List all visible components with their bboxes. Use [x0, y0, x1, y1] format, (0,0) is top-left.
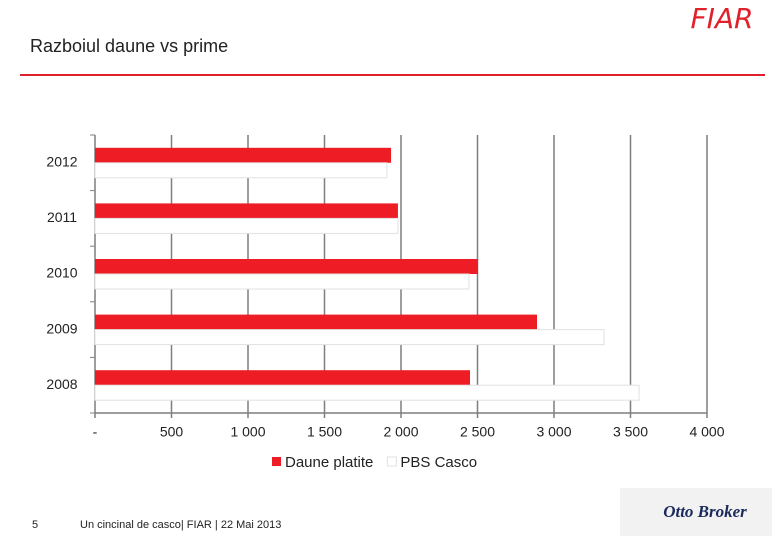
- legend-swatch: [272, 457, 281, 466]
- x-tick-label: -: [93, 424, 98, 440]
- bar: [94, 162, 388, 179]
- bar: [94, 329, 605, 346]
- bar: [95, 370, 471, 386]
- x-tick-label: 3 000: [536, 424, 571, 440]
- bar: [95, 147, 392, 163]
- footer: Un cincinal de casco| FIAR | 22 Mai 2013: [80, 519, 281, 531]
- x-tick-label: 3 500: [613, 424, 648, 440]
- x-tick-label: 1 500: [307, 424, 342, 440]
- logo: FIAR: [691, 2, 754, 35]
- partner-logo: Otto Broker: [663, 502, 747, 521]
- bar: [94, 273, 470, 290]
- bar: [95, 314, 538, 330]
- partner-logo-box: [620, 488, 772, 536]
- y-tick-label: 2011: [47, 209, 77, 225]
- x-tick-label: 2 500: [460, 424, 495, 440]
- legend-label: Daune platite: [285, 454, 373, 471]
- y-tick-label: 2010: [46, 265, 77, 281]
- legend-swatch: [386, 456, 397, 467]
- page-number: 5: [32, 519, 38, 531]
- y-tick-label: 2012: [46, 154, 77, 170]
- x-tick-label: 500: [160, 424, 184, 440]
- y-tick-label: 2008: [46, 376, 77, 392]
- y-tick-label: 2009: [46, 320, 77, 336]
- bar: [94, 384, 640, 401]
- bar: [94, 217, 399, 234]
- x-tick-label: 1 000: [230, 424, 265, 440]
- x-tick-label: 2 000: [383, 424, 418, 440]
- bar: [95, 259, 478, 274]
- x-tick-label: 4 000: [689, 424, 724, 440]
- bar: [95, 203, 398, 219]
- chart-title: Razboiul daune vs prime: [30, 36, 228, 56]
- legend-label: PBS Casco: [400, 454, 477, 471]
